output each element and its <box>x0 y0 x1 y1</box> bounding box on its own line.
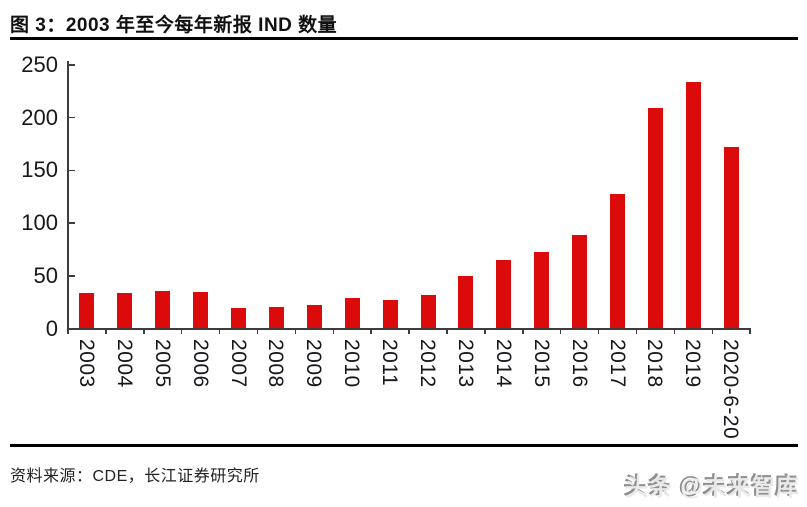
x-tick <box>673 329 676 334</box>
x-tick <box>484 329 486 334</box>
bar-2005 <box>155 290 171 329</box>
x-tick <box>749 329 751 334</box>
bar-2008 <box>268 307 284 329</box>
bar-2014 <box>496 259 512 329</box>
x-tick <box>597 329 600 334</box>
x-category-label: 2005 <box>150 339 174 388</box>
y-tick <box>68 116 75 119</box>
x-tick <box>370 329 372 334</box>
x-category-label: 2020-6-20 <box>719 339 743 440</box>
bar-2018 <box>647 108 663 329</box>
x-category-label: 2003 <box>74 339 98 388</box>
y-axis <box>66 61 69 331</box>
bar-chart: 0 50 100 150 200 250 2003 2004 2005 2006 2007 2008 2… <box>21 52 751 440</box>
y-tick-label: 250 <box>21 52 58 77</box>
x-tick <box>294 329 297 334</box>
bar-2015 <box>534 251 550 329</box>
footer-divider <box>10 444 798 447</box>
x-category-label: 2018 <box>643 339 667 388</box>
bar-2011 <box>382 300 398 329</box>
x-category-label: 2011 <box>378 339 402 387</box>
x-category-label: 2015 <box>529 339 553 388</box>
y-tick-label: 150 <box>21 157 58 183</box>
x-category-label: 2006 <box>188 339 212 388</box>
x-category-label: 2008 <box>264 339 288 388</box>
x-tick <box>635 329 638 334</box>
x-category-label: 2012 <box>416 339 440 388</box>
x-tick <box>256 329 259 334</box>
x-category-label: 2004 <box>112 339 136 388</box>
x-tick <box>446 329 448 334</box>
x-tick <box>522 329 524 334</box>
x-tick <box>711 329 714 334</box>
x-category-label: 2014 <box>491 339 515 388</box>
bar-2013 <box>458 275 474 329</box>
y-tick <box>68 169 75 172</box>
bar-2003 <box>79 292 95 329</box>
x-category-label: 2016 <box>567 339 591 388</box>
bar-2007 <box>231 308 247 329</box>
y-tick-label: 200 <box>21 104 58 130</box>
bar-2016 <box>572 234 588 329</box>
title-divider <box>10 37 798 40</box>
x-tick <box>218 329 221 334</box>
x-tick <box>332 329 335 334</box>
bar-2004 <box>117 292 133 329</box>
y-tick-label: 50 <box>33 262 58 288</box>
y-tick <box>68 275 75 277</box>
x-category-label: 2017 <box>605 339 629 388</box>
x-axis <box>66 327 751 330</box>
x-tick <box>143 329 145 334</box>
bar-2012 <box>420 294 436 329</box>
x-category-label: 2010 <box>340 339 364 388</box>
x-tick <box>180 329 183 334</box>
x-category-label: 2007 <box>226 339 250 388</box>
y-tick <box>68 64 75 66</box>
bar-2020-6-20 <box>723 147 739 329</box>
x-category-label: 2009 <box>302 339 326 388</box>
bar-2019 <box>685 81 701 329</box>
y-tick-label: 0 <box>45 315 58 341</box>
watermark: 头条 @未来智库 <box>625 474 800 500</box>
bar-2006 <box>193 291 209 329</box>
x-category-label: 2019 <box>681 339 705 388</box>
bar-2017 <box>610 193 626 329</box>
bar-2010 <box>344 297 360 329</box>
x-tick <box>67 329 69 334</box>
x-tick <box>408 329 410 334</box>
bar-2009 <box>306 305 322 329</box>
x-category-label: 2013 <box>453 339 477 388</box>
figure-title: 图 3：2003 年至今每年新报 IND 数量 <box>10 15 338 36</box>
x-tick <box>105 329 107 334</box>
source-note: 资料来源：CDE，长江证券研究所 <box>10 468 260 485</box>
y-tick <box>68 222 75 224</box>
x-tick <box>559 329 562 334</box>
y-tick-label: 100 <box>21 210 58 236</box>
